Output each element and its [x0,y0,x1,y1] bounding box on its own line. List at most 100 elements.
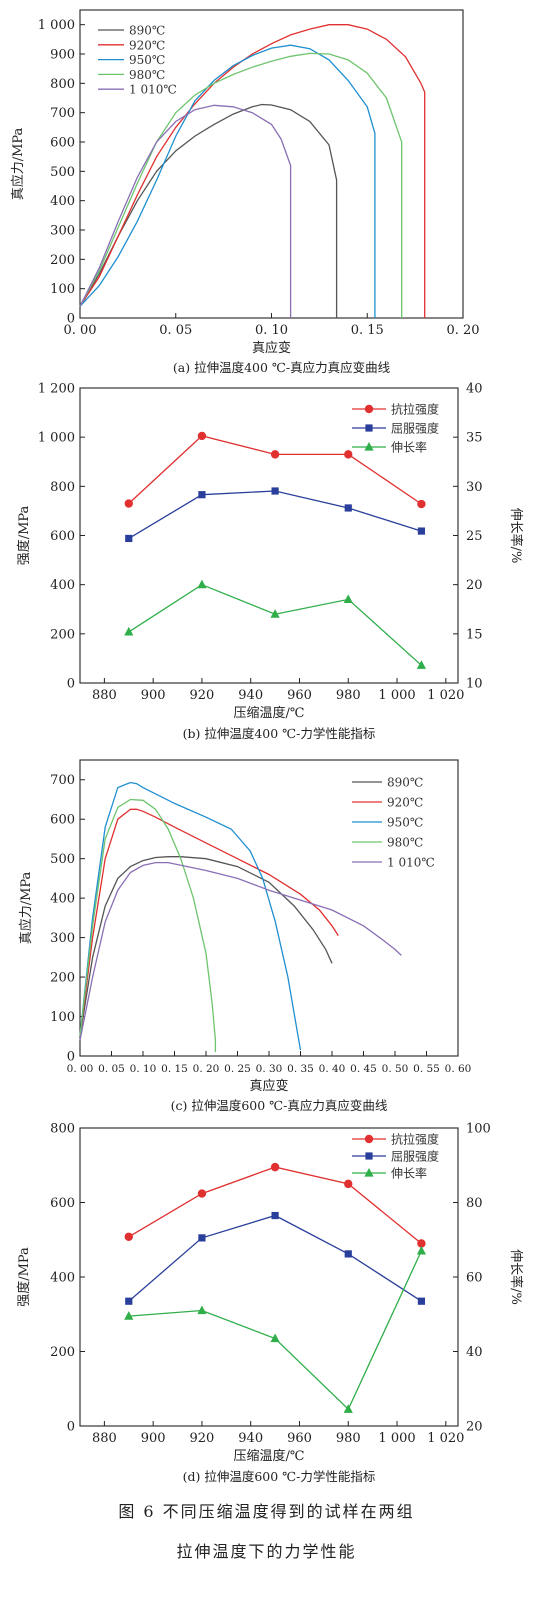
legend-label: 抗拉强度 [391,1132,439,1147]
x-tick-label: 0. 00 [63,323,96,338]
legend-label: 980℃ [387,836,423,850]
data-point [197,579,207,589]
x-axis-label: 真应变 [249,1078,288,1094]
y-tick-label: 700 [50,106,75,121]
x-tick-label: 0. 05 [98,1063,125,1075]
y-tick-label: 800 [50,480,75,495]
y-axis-label: 强度/MPa [16,1247,32,1307]
x-axis-label: 压缩温度/℃ [234,1448,305,1464]
legend-label: 1 010℃ [129,83,177,97]
data-point [344,450,353,459]
series-line [79,798,217,1053]
y-tick-label: 300 [50,224,75,239]
data-point [417,499,426,509]
chart-d-properties-600: 880 900 920 940 960 980 1 000 1 020 0 200 400 600 80… [16,1122,524,1485]
legend-marker [365,424,373,432]
data-point [197,1305,207,1315]
figure-caption-line1: 图 6 不同压缩温度得到的试样在两组 [118,1502,415,1521]
series-line [79,104,292,318]
y-tick-label: 200 [50,253,75,268]
y2-axis-label: 伸长率/% [508,1249,524,1305]
y2-tick-label: 30 [466,480,483,495]
legend-label: 920℃ [387,796,423,810]
y-tick-label: 100 [50,1010,75,1025]
data-point [344,1179,353,1189]
x-tick-label: 0. 60 [445,1063,472,1075]
chart-caption: (b) 拉伸温度400 ℃-力学性能指标 [183,726,376,741]
chart-caption: (c) 拉伸温度600 ℃-真应力真应变曲线 [171,1098,388,1113]
data-point [417,1297,426,1305]
y-tick-label: 0 [67,312,75,327]
data-point [270,1333,280,1343]
y-tick-label: 500 [50,852,75,867]
y-tick-label: 600 [50,1196,75,1211]
data-point [124,1232,133,1241]
series-line [79,44,376,318]
data-point [416,660,427,669]
x-tick-label: 0. 15 [351,323,384,338]
x-tick-label: 1 020 [427,688,464,703]
x-tick-label: 0. 10 [130,1063,157,1075]
x-tick-label: 0. 00 [67,1063,94,1075]
y-tick-label: 200 [50,627,75,642]
series-line [79,24,426,318]
x-axis-label: 真应变 [252,340,291,356]
y-tick-label: 0 [67,677,75,692]
series-line [79,856,333,1037]
series-line [128,1166,422,1245]
data-point [125,1297,133,1305]
x-tick-label: 0. 20 [446,323,479,338]
legend-label: 980℃ [129,68,165,82]
data-point [197,431,207,441]
y-axis-label: 真应力/MPa [18,871,34,944]
legend-label: 950℃ [387,816,423,830]
y2-tick-label: 40 [466,1345,483,1360]
y2-axis-label: 伸长率/% [508,508,524,564]
y-tick-label: 600 [50,813,75,828]
x-axis-label: 压缩温度/℃ [234,705,305,721]
data-point [417,1239,426,1248]
y-tick-label: 300 [50,931,75,946]
y-axis-label: 强度/MPa [16,505,32,565]
y2-tick-label: 60 [466,1271,483,1286]
x-tick-label: 900 [141,688,166,703]
legend-label: 屈服强度 [391,421,439,436]
y-tick-label: 600 [50,529,75,544]
data-point [197,1189,207,1198]
y-tick-label: 400 [50,892,75,907]
y-axis-label: 真应力/MPa [10,127,26,200]
y2-tick-label: 35 [466,431,483,446]
legend-label: 890℃ [387,776,423,790]
y-tick-label: 200 [50,1345,75,1360]
series-line [79,808,339,1037]
x-tick-label: 960 [287,688,312,703]
x-tick-label: 920 [190,1431,215,1446]
data-point [270,609,280,618]
data-point [343,594,353,604]
data-point [270,1162,280,1172]
x-tick-label: 920 [190,688,215,703]
series-line [128,1214,422,1302]
x-tick-label: 0. 55 [413,1063,440,1075]
series-line [128,490,422,539]
data-point [198,1234,206,1242]
legend-label: 伸长率 [391,1166,427,1181]
series-line [128,1250,422,1411]
y2-tick-label: 10 [466,677,483,692]
series-line [79,52,403,318]
x-tick-label: 900 [141,1431,166,1446]
y-tick-label: 500 [50,165,75,180]
y2-tick-label: 15 [466,627,483,642]
x-tick-label: 1 000 [378,688,415,703]
legend-marker [364,404,374,414]
x-tick-label: 0. 25 [224,1063,251,1075]
y-tick-label: 200 [50,971,75,986]
legend-marker [365,1152,373,1160]
x-tick-label: 1 020 [427,1431,464,1446]
series-line [128,583,422,666]
legend-label: 屈服强度 [391,1149,439,1164]
y2-tick-label: 20 [466,578,483,593]
x-tick-label: 0. 40 [319,1063,346,1075]
data-point [124,626,134,636]
y2-tick-label: 20 [466,1420,483,1435]
